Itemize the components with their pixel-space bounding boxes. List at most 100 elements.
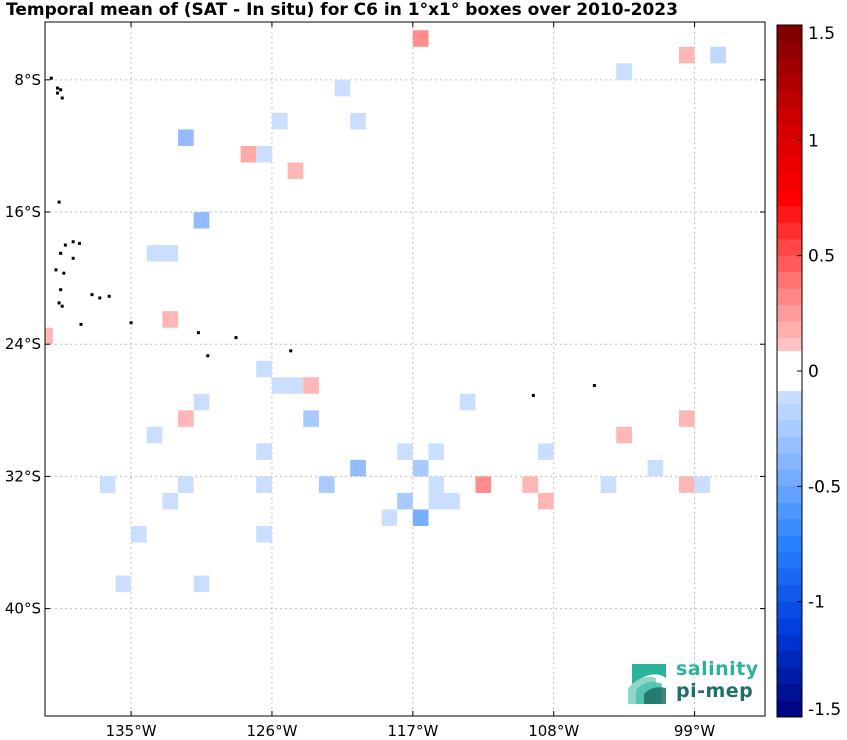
land-mark <box>49 76 53 80</box>
data-cell <box>193 212 210 229</box>
colorbar-bin <box>777 140 802 158</box>
data-cell <box>600 476 617 493</box>
data-cell <box>647 459 664 477</box>
data-cell <box>256 525 272 543</box>
colorbar-bin <box>777 618 802 636</box>
land-mark <box>98 296 102 300</box>
data-cell <box>459 393 476 411</box>
plot-area <box>45 22 765 716</box>
data-cell <box>350 112 366 130</box>
data-cell <box>334 79 351 97</box>
colorbar-bin <box>777 700 802 718</box>
data-cell <box>162 311 179 328</box>
y-tick-label: 32°S <box>5 467 41 485</box>
land-mark <box>289 349 293 353</box>
land-mark <box>63 243 67 247</box>
colorbar-bin <box>777 222 802 240</box>
data-cell <box>522 476 539 493</box>
data-cell <box>678 410 695 427</box>
data-cell <box>146 426 163 444</box>
land-mark <box>59 251 63 255</box>
x-tick-label: 126°W <box>246 722 297 740</box>
colorbar-bin <box>777 535 802 553</box>
land-mark <box>54 268 58 272</box>
land-mark <box>60 304 64 308</box>
colorbar-bin <box>777 189 802 207</box>
land-mark <box>57 301 61 305</box>
land-mark <box>71 256 75 260</box>
data-cell <box>412 459 429 477</box>
colorbar-bin <box>777 173 802 191</box>
data-cell <box>444 492 460 510</box>
land-mark <box>206 354 210 358</box>
colorbar-bin <box>777 90 802 108</box>
x-tick-label: 99°W <box>674 722 716 740</box>
x-tick-label: 108°W <box>528 722 579 740</box>
colorbar-bin <box>777 107 802 125</box>
land-mark <box>57 200 61 204</box>
colorbar-bin <box>777 74 802 92</box>
data-cell <box>412 509 429 526</box>
data-cell <box>256 145 272 163</box>
colorbar-bin <box>777 601 802 619</box>
colorbar-bin <box>777 387 802 405</box>
land-mark <box>62 271 66 275</box>
data-cell <box>256 476 272 493</box>
x-tick-label: 135°W <box>106 722 157 740</box>
data-cell <box>271 112 288 130</box>
land-mark <box>592 384 596 388</box>
land-mark <box>59 88 63 92</box>
colorbar-bin <box>777 436 802 454</box>
data-cells <box>45 30 726 593</box>
land-mark <box>79 322 83 326</box>
x-axis: 135°W 126°W 117°W 108°W 99°W <box>106 22 716 740</box>
land-mark <box>107 294 111 298</box>
y-tick-label: 40°S <box>5 600 41 618</box>
data-cell <box>678 476 695 493</box>
data-cell <box>475 476 492 493</box>
data-cell <box>350 459 366 477</box>
colorbar-bin <box>777 321 802 339</box>
data-cell <box>162 492 179 510</box>
colorbar-bin <box>777 568 802 586</box>
land-mark <box>56 86 60 90</box>
colorbar-tick-label: 0 <box>808 362 819 382</box>
data-cell <box>428 492 445 510</box>
colorbar-bin <box>777 651 802 669</box>
data-cell <box>162 245 179 262</box>
data-cell <box>538 443 554 460</box>
colorbar-bin <box>777 338 802 356</box>
colorbar-bin <box>777 272 802 290</box>
data-cell <box>193 575 210 593</box>
land-mark <box>71 240 75 244</box>
land-mark <box>90 293 94 297</box>
colorbar-bin <box>777 502 802 520</box>
colorbar-bin <box>777 585 802 603</box>
colorbar-bin <box>777 519 802 537</box>
colorbar-bin <box>777 469 802 487</box>
data-cell <box>115 575 132 593</box>
colorbar-tick-label: -1.5 <box>808 700 841 720</box>
data-cell <box>178 129 194 146</box>
colorbar-bin <box>777 239 802 257</box>
data-cell <box>428 476 445 493</box>
data-cell <box>538 492 554 510</box>
logo-text-pimep: pi-mep <box>676 680 754 702</box>
colorbar-bin <box>777 420 802 438</box>
colorbar-bin <box>777 57 802 75</box>
land-mark <box>60 96 64 100</box>
data-cell <box>710 46 726 64</box>
data-cell <box>45 327 53 345</box>
colorbar: 1.5 1 0.5 0 -0.5 -1 -1.5 <box>776 24 841 720</box>
chart-title: Temporal mean of (SAT - In situ) for C6 … <box>6 0 678 20</box>
data-cell <box>616 63 632 80</box>
data-cell <box>193 393 210 411</box>
data-cell <box>256 360 272 378</box>
colorbar-tick-label: 0.5 <box>808 247 835 267</box>
land-mark <box>59 288 63 292</box>
land-mark <box>531 393 535 397</box>
colorbar-bin <box>777 667 802 685</box>
data-cell <box>397 443 413 460</box>
land-marks <box>49 76 596 397</box>
colorbar-bin <box>777 305 802 323</box>
